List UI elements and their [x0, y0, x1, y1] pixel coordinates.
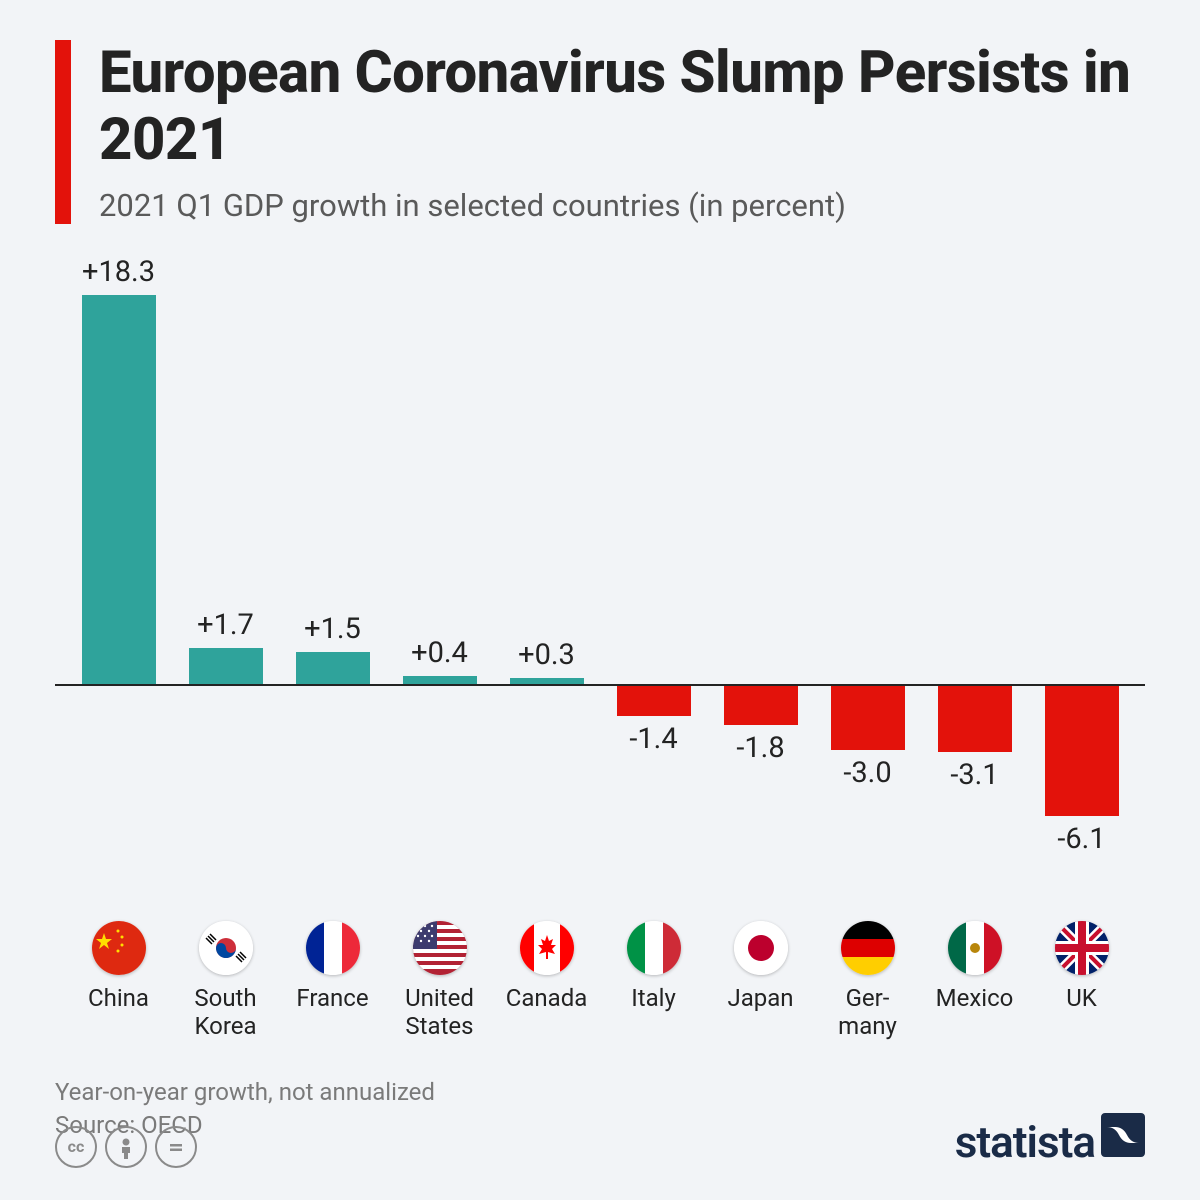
bars-row: +18.3+1.7+1.5+0.4+0.3-1.4-1.8-3.0-3.1-6.… [55, 269, 1145, 909]
uk-flag-icon [1055, 921, 1109, 975]
japan-flag-icon [734, 921, 788, 975]
country-name: SouthKorea [194, 985, 256, 1040]
bar [938, 686, 1012, 752]
skorea-flag-icon [199, 921, 253, 975]
canada-flag-icon [520, 921, 574, 975]
bar [831, 686, 905, 750]
bar-column: -3.0 [814, 269, 921, 909]
title-block: European Coronavirus Slump Persists in 2… [99, 40, 1145, 224]
bar [403, 676, 477, 685]
chart-area: +18.3+1.7+1.5+0.4+0.3-1.4-1.8-3.0-3.1-6.… [55, 269, 1145, 909]
country-name: UK [1066, 985, 1097, 1013]
country-name: UnitedStates [405, 985, 474, 1040]
cc-nd-icon [155, 1126, 197, 1168]
country-label-column: Mexico [921, 921, 1028, 1040]
bar-column: +1.5 [279, 269, 386, 909]
bar [296, 652, 370, 684]
country-name: Canada [506, 985, 588, 1013]
logo-text: statista [955, 1116, 1095, 1168]
cc-icon: cc [55, 1126, 97, 1168]
bar-value-label: +18.3 [49, 255, 189, 289]
bar-value-label: +0.3 [477, 638, 617, 672]
chart-title: European Coronavirus Slump Persists in 2… [99, 40, 1145, 173]
country-name: Mexico [936, 985, 1014, 1013]
bar-column: +0.4 [386, 269, 493, 909]
bar [1045, 686, 1119, 816]
country-label-column: Japan [707, 921, 814, 1040]
mexico-flag-icon [948, 921, 1002, 975]
bar-column: +0.3 [493, 269, 600, 909]
bar-value-label: -6.1 [1012, 822, 1152, 856]
bar-value-label: -3.1 [905, 758, 1045, 792]
svg-text:cc: cc [68, 1137, 85, 1156]
country-label-column: UK [1028, 921, 1135, 1040]
country-name: Japan [727, 985, 793, 1013]
bar-column: +1.7 [172, 269, 279, 909]
germany-flag-icon [841, 921, 895, 975]
bar-column: -6.1 [1028, 269, 1135, 909]
bar [617, 686, 691, 716]
license-icons: cc [55, 1126, 197, 1168]
country-label-column: Canada [493, 921, 600, 1040]
country-name: France [296, 985, 368, 1013]
statista-logo: statista [955, 1113, 1145, 1168]
header: European Coronavirus Slump Persists in 2… [55, 40, 1145, 224]
country-labels-row: China SouthKorea France UnitedStates Canada I… [55, 921, 1145, 1040]
footer: cc statista [55, 1113, 1145, 1168]
bar-column: -1.4 [600, 269, 707, 909]
logo-mark-icon [1101, 1113, 1145, 1157]
bar [510, 678, 584, 684]
country-label-column: China [65, 921, 172, 1040]
france-flag-icon [306, 921, 360, 975]
bar [724, 686, 798, 724]
footnote-line-1: Year-on-year growth, not annualized [55, 1076, 1145, 1110]
chart-subtitle: 2021 Q1 GDP growth in selected countries… [99, 187, 1145, 224]
bar [82, 295, 156, 685]
bar-column: -3.1 [921, 269, 1028, 909]
bar [189, 648, 263, 684]
bar-column: -1.8 [707, 269, 814, 909]
chart-container: European Coronavirus Slump Persists in 2… [0, 0, 1200, 1200]
bar-column: +18.3 [65, 269, 172, 909]
china-flag-icon [92, 921, 146, 975]
italy-flag-icon [627, 921, 681, 975]
country-label-column: Ger-many [814, 921, 921, 1040]
usa-flag-icon [413, 921, 467, 975]
country-name: China [88, 985, 149, 1013]
country-label-column: Italy [600, 921, 707, 1040]
country-label-column: SouthKorea [172, 921, 279, 1040]
country-name: Ger-many [838, 985, 897, 1040]
country-name: Italy [631, 985, 676, 1013]
country-label-column: France [279, 921, 386, 1040]
country-label-column: UnitedStates [386, 921, 493, 1040]
accent-bar [55, 40, 71, 224]
cc-by-icon [105, 1126, 147, 1168]
